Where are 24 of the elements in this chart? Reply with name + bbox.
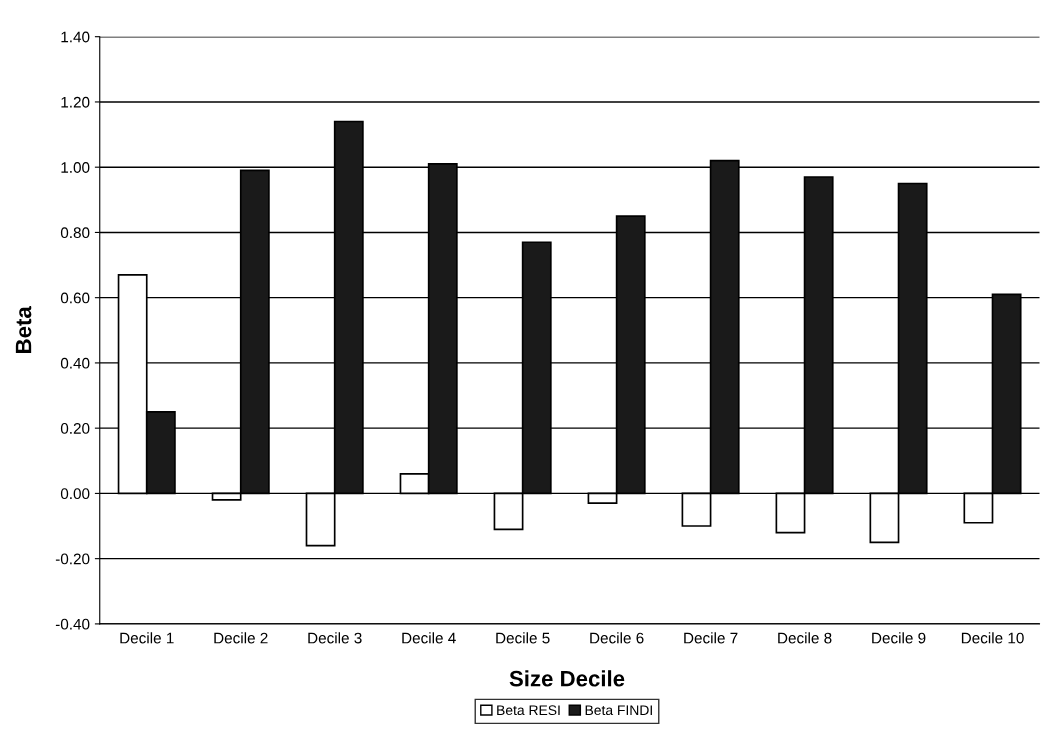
y-tick-label: 1.00: [61, 162, 90, 173]
x-tick-label: Decile 7: [684, 632, 738, 644]
x-tick-label: Decile 4: [402, 632, 456, 644]
x-tick-label: Decile 6: [590, 632, 644, 644]
y-tick-label: 0.80: [60, 227, 90, 239]
y-tick-label: -0.20: [55, 553, 90, 565]
y-tick-label: -0.40: [55, 618, 90, 630]
y-tick-label: 0.60: [60, 292, 90, 304]
x-tick-label: Decile 10: [961, 632, 1024, 644]
x-tick-label: Decile 9: [872, 632, 926, 644]
y-tick-label: 0.40: [60, 357, 90, 369]
y-axis-title: Beta: [15, 306, 32, 353]
x-tick-label: Decile 3: [308, 632, 362, 644]
x-tick-label: Decile 2: [214, 632, 268, 644]
y-tick-label: 1.40: [61, 31, 90, 43]
legend-label: Beta FINDI: [585, 705, 652, 716]
x-tick-label: Decile 8: [778, 632, 832, 644]
y-tick-label: 0.20: [60, 423, 90, 434]
x-tick-label: Decile 5: [496, 632, 550, 644]
x-axis-title: Size Decile: [509, 670, 625, 687]
y-tick-label: 1.20: [61, 96, 90, 108]
x-tick-label: Decile 1: [120, 632, 174, 644]
y-tick-label: 0.00: [60, 488, 90, 500]
legend-label: Beta RESI: [497, 705, 560, 716]
